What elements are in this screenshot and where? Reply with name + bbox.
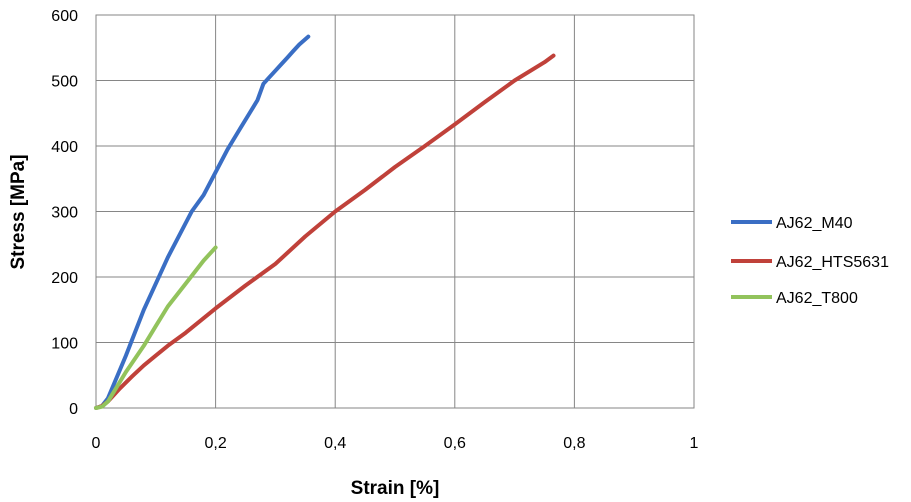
legend-label: AJ62_HTS5631	[776, 254, 889, 271]
x-tick-label: 0	[92, 435, 101, 452]
legend: AJ62_M40 AJ62_HTS5631 AJ62_T800	[731, 215, 889, 307]
y-tick-label: 400	[51, 139, 78, 156]
x-tick-label: 1	[690, 435, 699, 452]
y-tick-label: 100	[51, 336, 78, 353]
x-axis-title: Strain [%]	[351, 478, 440, 499]
series-line-aj62-hts5631	[94, 53, 556, 410]
legend-label: AJ62_M40	[776, 215, 853, 232]
x-tick-label: 0,2	[204, 435, 226, 452]
x-axis-ticks: 0 0,2 0,4 0,6 0,8 1	[92, 435, 699, 452]
y-tick-label: 300	[51, 205, 78, 222]
y-tick-label: 200	[51, 270, 78, 287]
legend-label: AJ62_T800	[776, 290, 858, 307]
series-line-aj62-t800	[94, 245, 218, 410]
series-line-aj62-m40	[94, 34, 311, 410]
x-tick-label: 0,8	[563, 435, 585, 452]
y-tick-label: 500	[51, 74, 78, 91]
y-axis-ticks: 0 100 200 300 400 500 600	[51, 8, 78, 418]
series-layer	[94, 34, 556, 410]
plot-area-frame	[95, 14, 695, 409]
x-tick-label: 0,4	[324, 435, 346, 452]
y-tick-label: 600	[51, 8, 78, 25]
grid-lines	[96, 15, 694, 408]
y-tick-label: 0	[69, 401, 78, 418]
x-tick-label: 0,6	[444, 435, 466, 452]
y-axis-title: Stress [MPa]	[8, 154, 29, 269]
